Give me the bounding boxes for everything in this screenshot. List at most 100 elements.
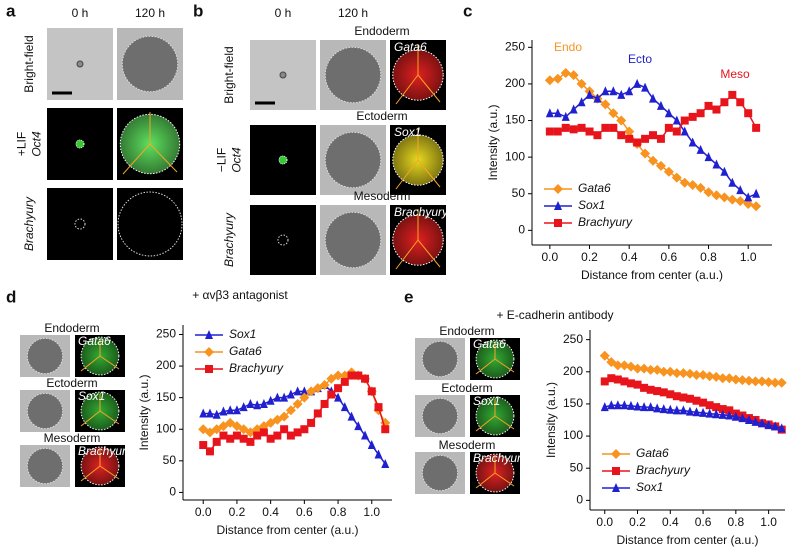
point: [711, 371, 722, 382]
point: [266, 395, 275, 405]
point: [300, 425, 309, 434]
point: [696, 144, 705, 154]
point: [744, 192, 753, 202]
column-label: 0 h: [275, 6, 292, 20]
point: [712, 409, 721, 419]
column-label: 120 h: [338, 6, 368, 20]
point: [626, 400, 635, 410]
point: [625, 86, 634, 96]
row-label: Brachyury: [222, 212, 236, 267]
colony: [26, 392, 64, 430]
y-tick-label: 100: [563, 428, 583, 442]
point: [319, 380, 330, 391]
y-tick-label: 150: [505, 113, 525, 127]
point: [705, 401, 714, 410]
point: [624, 126, 635, 137]
point: [680, 116, 689, 125]
point: [625, 134, 634, 143]
point: [717, 373, 728, 384]
point: [771, 421, 780, 431]
point: [354, 371, 363, 380]
point: [333, 370, 344, 381]
point: [752, 123, 761, 132]
point: [569, 125, 578, 134]
point: [568, 70, 579, 81]
point: [727, 194, 738, 205]
point: [752, 188, 761, 198]
point: [735, 196, 746, 207]
row-label: −LIF: [215, 148, 229, 172]
point: [361, 374, 370, 383]
point: [585, 89, 594, 99]
point: [577, 123, 586, 132]
legend-label: Gata6: [229, 344, 262, 358]
point: [672, 127, 681, 136]
point: [619, 360, 630, 371]
x-tick-label: 0.0: [195, 505, 212, 519]
point: [545, 127, 554, 136]
point: [545, 108, 554, 118]
point: [381, 425, 390, 434]
row-label: Bright-field: [222, 46, 236, 103]
y-axis-label: Intensity (a.u.): [486, 104, 500, 180]
point: [609, 123, 618, 132]
point: [666, 404, 675, 414]
point: [219, 431, 228, 440]
point: [273, 392, 282, 402]
y-tick-label: 200: [563, 364, 583, 378]
point: [744, 415, 753, 424]
point: [299, 392, 310, 403]
point: [648, 93, 657, 103]
radial-lines: [395, 44, 441, 105]
colony: [26, 447, 64, 485]
point: [659, 388, 668, 397]
y-tick-label: 200: [505, 76, 525, 90]
y-tick-label: 0: [169, 485, 176, 499]
point: [687, 179, 698, 190]
point: [698, 370, 709, 380]
marker-label: Sox1: [473, 394, 500, 408]
point: [340, 377, 349, 386]
point: [617, 89, 626, 99]
panel-label: b: [193, 1, 203, 20]
point: [679, 405, 688, 415]
point: [712, 403, 721, 412]
column-label: 0 h: [72, 6, 89, 20]
point: [219, 406, 228, 416]
legend-label: Brachyury: [636, 463, 691, 477]
x-tick-label: 0.2: [581, 250, 598, 264]
row-label: Bright-field: [22, 35, 36, 92]
x-tick-label: 0.2: [629, 515, 646, 529]
point: [641, 82, 650, 92]
layer-label: Endoderm: [44, 321, 99, 335]
point: [199, 408, 208, 418]
point: [334, 384, 343, 393]
point: [718, 405, 727, 414]
legend-label: Sox1: [229, 327, 256, 341]
point: [607, 374, 616, 383]
y-axis-label: Intensity (a.u.): [137, 374, 151, 450]
annotation: Endo: [554, 40, 582, 54]
marker-label: Sox1: [78, 389, 105, 403]
point: [253, 431, 262, 440]
point: [307, 418, 316, 427]
row-label: Oct4: [30, 131, 44, 157]
point: [684, 368, 695, 379]
point: [620, 400, 629, 410]
point: [653, 403, 662, 413]
x-tick-label: 0.4: [262, 505, 279, 519]
marker-label: Gata6: [394, 40, 427, 54]
image: [117, 188, 183, 260]
point: [544, 75, 555, 86]
point: [679, 177, 690, 188]
point: [699, 398, 708, 407]
marker-label: Brachyury: [394, 205, 449, 219]
point: [751, 416, 760, 426]
point: [340, 402, 349, 412]
point: [641, 134, 650, 143]
point: [293, 428, 302, 437]
point: [666, 390, 675, 399]
colony: [26, 337, 64, 375]
point: [279, 411, 290, 422]
row-label: Brachyury: [22, 196, 36, 251]
